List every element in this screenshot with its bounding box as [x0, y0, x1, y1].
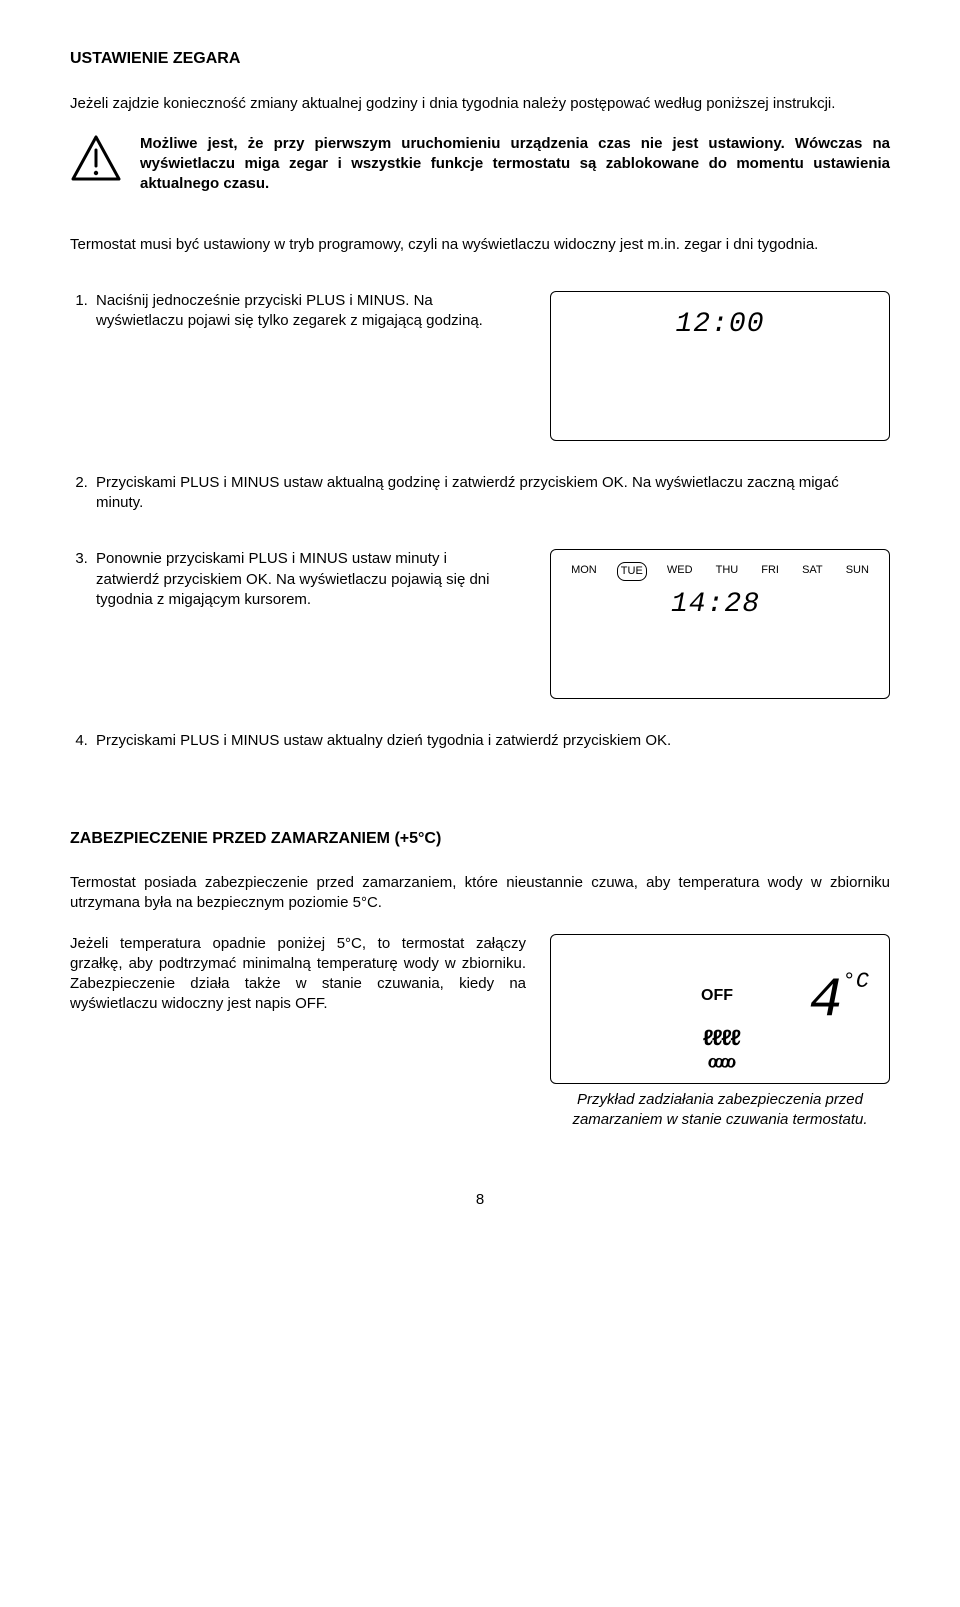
note-paragraph: Termostat musi być ustawiony w tryb prog… [70, 235, 890, 255]
lcd3-temp-unit: °C [843, 967, 869, 997]
section-title-clock: USTAWIENIE ZEGARA [70, 48, 890, 70]
step-1-text: Naciśnij jednocześnie przyciski PLUS i M… [70, 291, 510, 332]
step-3-text: Ponownie przyciskami PLUS i MINUS ustaw … [70, 549, 510, 610]
coil-row-2: ℴℴℴℴ [702, 1051, 739, 1073]
lcd-display-1: 12:00 [550, 291, 890, 441]
frost-body: Jeżeli temperatura opadnie poniżej 5°C, … [70, 934, 526, 1131]
frost-lcd-col: OFF 4°C ℓℓℓℓ ℴℴℴℴ Przykład zadziałania z… [550, 934, 890, 1131]
frost-intro: Termostat posiada zabezpieczenie przed z… [70, 873, 890, 914]
lcd3-temp-value: 4 [809, 968, 843, 1032]
step-4-li: Przyciskami PLUS i MINUS ustaw aktualny … [92, 731, 890, 751]
lcd2-day-mon: MON [568, 562, 600, 581]
lcd3-caption: Przykład zadziałania zabezpieczenia prze… [550, 1090, 890, 1131]
frost-row: Jeżeli temperatura opadnie poniżej 5°C, … [70, 934, 890, 1131]
step-3-row: Ponownie przyciskami PLUS i MINUS ustaw … [70, 549, 890, 699]
warning-text: Możliwe jest, że przy pierwszym uruchomi… [140, 134, 890, 195]
heater-coils-icon: ℓℓℓℓ ℴℴℴℴ [702, 1029, 739, 1073]
step-2-text: Przyciskami PLUS i MINUS ustaw aktualną … [70, 473, 890, 514]
section-title-frost: ZABEZPIECZENIE PRZED ZAMARZANIEM (+5°C) [70, 828, 890, 850]
lcd2-day-sun: SUN [843, 562, 872, 581]
intro-paragraph: Jeżeli zajdzie konieczność zmiany aktual… [70, 94, 890, 114]
warning-icon [70, 134, 122, 188]
lcd2-day-wed: WED [664, 562, 696, 581]
lcd3-temp: 4°C [809, 963, 869, 1039]
step-1-row: Naciśnij jednocześnie przyciski PLUS i M… [70, 291, 890, 441]
lcd1-time: 12:00 [675, 306, 764, 344]
lcd2-day-tue: TUE [617, 562, 647, 581]
step-1-li: Naciśnij jednocześnie przyciski PLUS i M… [92, 291, 510, 332]
lcd2-days: MON TUE WED THU FRI SAT SUN [551, 562, 889, 581]
lcd2-day-thu: THU [713, 562, 742, 581]
lcd3-off: OFF [701, 985, 733, 1007]
step-2-li: Przyciskami PLUS i MINUS ustaw aktualną … [92, 473, 890, 514]
coil-row-1: ℓℓℓℓ [702, 1029, 739, 1051]
page-number: 8 [70, 1190, 890, 1210]
lcd2-day-sat: SAT [799, 562, 826, 581]
lcd2-day-fri: FRI [758, 562, 782, 581]
step-3-li: Ponownie przyciskami PLUS i MINUS ustaw … [92, 549, 510, 610]
lcd-display-3: OFF 4°C ℓℓℓℓ ℴℴℴℴ [550, 934, 890, 1084]
warning-block: Możliwe jest, że przy pierwszym uruchomi… [70, 134, 890, 215]
step-4-text: Przyciskami PLUS i MINUS ustaw aktualny … [70, 731, 890, 751]
lcd2-time: 14:28 [671, 586, 760, 624]
lcd-display-2: MON TUE WED THU FRI SAT SUN 14:28 [550, 549, 890, 699]
